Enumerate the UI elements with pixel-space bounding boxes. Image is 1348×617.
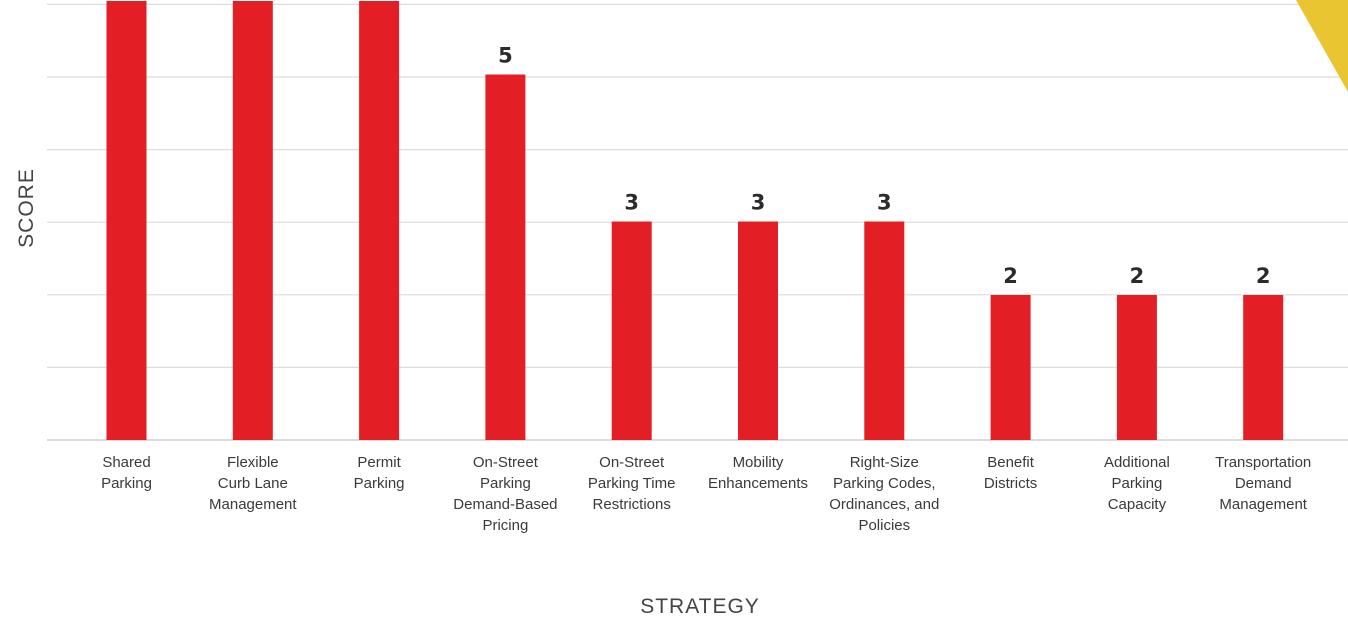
category-label-line: Permit — [357, 454, 401, 471]
category-label-line: Parking — [1111, 475, 1162, 492]
category-label-line: Districts — [984, 475, 1037, 492]
category-label-line: Right-Size — [850, 454, 919, 471]
bar — [485, 74, 526, 440]
category-label-line: Demand — [1235, 475, 1292, 492]
category-label-line: Capacity — [1108, 496, 1167, 513]
bar — [611, 221, 652, 440]
category-label: Benefit Districts — [984, 454, 1037, 492]
bar — [232, 1, 273, 440]
value-labels: 6665333222 — [498, 44, 1271, 289]
category-label-line: Mobility — [733, 454, 784, 471]
category-label-line: Management — [1219, 496, 1307, 513]
category-label-line: Shared — [102, 454, 150, 471]
bar — [738, 221, 778, 440]
yellow-corner-accent — [1296, 0, 1348, 92]
category-label-line: Enhancements — [708, 475, 808, 492]
category-label-line: Parking Time — [588, 475, 676, 492]
category-label-line: Demand-Based — [453, 496, 557, 513]
bar — [864, 221, 905, 440]
bar — [1116, 295, 1157, 440]
category-label-line: Restrictions — [593, 496, 671, 513]
category-label-line: On-Street — [599, 454, 665, 471]
bar — [990, 295, 1031, 440]
value-label: 3 — [751, 191, 766, 215]
category-labels: Shared Parking Flexible Curb Lane Management… — [101, 454, 1311, 534]
category-label-line: Benefit — [987, 454, 1035, 471]
y-axis-title: SCORE — [15, 168, 38, 248]
category-label-line: Parking — [101, 475, 152, 492]
category-label-line: Parking Codes, — [833, 475, 936, 492]
value-label: 2 — [1003, 264, 1018, 288]
category-label: Mobility Enhancements — [708, 454, 808, 492]
x-axis-title: STRATEGY — [640, 595, 760, 617]
category-label: Transportation Demand Management — [1215, 454, 1311, 513]
category-label: Additional Parking Capacity — [1104, 454, 1170, 513]
value-label: 2 — [1130, 264, 1145, 288]
category-label-line: Pricing — [482, 517, 528, 534]
category-label-line: Ordinances, and — [829, 496, 939, 513]
category-label-line: Management — [209, 496, 297, 513]
category-label-line: Parking — [480, 475, 531, 492]
category-label: Right-Size Parking Codes, Ordinances, and P… — [829, 454, 939, 534]
category-label: On-Street Parking Demand-Based Pricing — [453, 454, 557, 534]
value-label: 3 — [624, 191, 639, 215]
category-label-line: Curb Lane — [218, 475, 288, 492]
category-label: Permit Parking — [354, 454, 405, 492]
bars — [106, 1, 1284, 440]
value-label: 3 — [877, 191, 892, 215]
bar — [1243, 295, 1284, 440]
bar — [359, 1, 400, 440]
category-label: On-Street Parking Time Restrictions — [588, 454, 676, 513]
category-label-line: Flexible — [227, 454, 279, 471]
category-label-line: On-Street — [473, 454, 539, 471]
category-label: Shared Parking — [101, 454, 152, 492]
bar — [106, 1, 147, 440]
category-label: Flexible Curb Lane Management — [209, 454, 297, 513]
category-label-line: Policies — [858, 517, 910, 534]
value-label: 5 — [498, 44, 513, 68]
category-label-line: Transportation — [1215, 454, 1311, 471]
value-label: 2 — [1256, 264, 1271, 288]
category-label-line: Parking — [354, 475, 405, 492]
category-label-line: Additional — [1104, 454, 1170, 471]
